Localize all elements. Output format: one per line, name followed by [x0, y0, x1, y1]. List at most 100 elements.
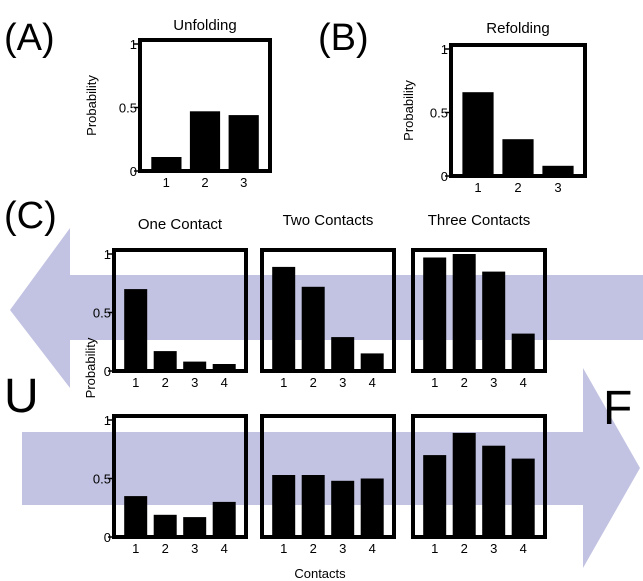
- bar-2: [153, 351, 177, 371]
- y-tick-label: 0.5: [430, 106, 448, 121]
- x-tick-label: 4: [520, 375, 527, 390]
- chart-c-unfold-three: 1 2 3 4 Three Contacts: [411, 212, 547, 390]
- y-tick-label: 0: [104, 530, 111, 545]
- x-tick-label: 4: [520, 541, 527, 556]
- plot-frame: [449, 43, 587, 178]
- panel-label-a: (A): [4, 17, 55, 59]
- bar-2: [189, 111, 221, 171]
- x-tick-label: 4: [221, 541, 228, 556]
- x-tick-label: 1: [280, 541, 287, 556]
- bar-2: [153, 514, 177, 537]
- plot-frame: [411, 414, 547, 539]
- y-tick-label: 0: [441, 169, 448, 184]
- panel-label-b: (B): [318, 17, 369, 59]
- x-tick-label: 2: [514, 180, 521, 195]
- panel-c-y-axis-label: Probability: [83, 337, 98, 398]
- chart-c-refold-one: 1 2 3 4 0 0.5 1: [93, 413, 248, 556]
- bar-2: [301, 286, 325, 371]
- bar-2: [452, 432, 476, 537]
- chart-c-unfold-one: 1 2 3 4 0 0.5 1 One Contact: [93, 216, 248, 390]
- bar-3: [542, 165, 574, 176]
- y-tick-label: 0: [130, 164, 137, 179]
- plot-frame: [112, 248, 248, 373]
- x-tick-label: 4: [369, 375, 376, 390]
- y-tick-label: 0.5: [93, 472, 111, 487]
- bar-1: [272, 266, 296, 371]
- bar-1: [423, 257, 447, 371]
- x-tick-label: 3: [339, 375, 346, 390]
- chart-title: Unfolding: [173, 17, 236, 34]
- x-tick-label: 1: [280, 375, 287, 390]
- x-tick-label: 1: [163, 175, 170, 190]
- x-tick-label: 2: [461, 541, 468, 556]
- plot-frame: [260, 248, 396, 373]
- bar-2: [502, 139, 534, 176]
- x-tick-label: 3: [554, 180, 561, 195]
- bar-3: [482, 445, 506, 537]
- y-axis-label: Probability: [84, 75, 99, 136]
- plot-frame: [138, 38, 272, 173]
- bar-1: [124, 496, 148, 537]
- refolding-arrow-right: [22, 368, 640, 568]
- bar-4: [511, 458, 535, 537]
- chart-c-unfold-two: 1 2 3 4 Two Contacts: [260, 212, 396, 390]
- bar-2: [301, 475, 325, 537]
- x-tick-label: 3: [339, 541, 346, 556]
- plot-frame: [112, 414, 248, 539]
- y-tick-label: 1: [130, 37, 137, 52]
- bar-1: [272, 475, 296, 537]
- y-tick-label: 1: [104, 247, 111, 262]
- bar-4: [212, 364, 236, 371]
- x-tick-label: 3: [490, 375, 497, 390]
- bar-1: [423, 455, 447, 537]
- x-tick-label: 3: [191, 541, 198, 556]
- state-label-u: U: [4, 370, 39, 423]
- x-tick-label: 2: [310, 541, 317, 556]
- chart-title: Three Contacts: [428, 212, 531, 229]
- x-tick-label: 1: [431, 375, 438, 390]
- panel-label-c: (C): [4, 195, 57, 237]
- bar-3: [331, 337, 355, 371]
- bar-4: [360, 353, 384, 371]
- x-tick-label: 2: [461, 375, 468, 390]
- bar-4: [212, 501, 236, 537]
- x-tick-label: 1: [474, 180, 481, 195]
- charts-group: 1 2 3 0 0.5 1 Unfolding Probability 1 2 3 0 0.5 1 Refo…: [84, 17, 587, 581]
- y-tick-label: 0: [104, 364, 111, 379]
- bar-3: [331, 480, 355, 537]
- chart-c-refold-two: 1 2 3 4 Contacts: [260, 414, 396, 581]
- x-tick-label: 1: [431, 541, 438, 556]
- x-tick-label: 4: [221, 375, 228, 390]
- y-axis-label: Probability: [401, 80, 416, 141]
- chart-title: One Contact: [138, 216, 223, 233]
- chart-title: Refolding: [486, 20, 549, 37]
- x-tick-label: 2: [162, 541, 169, 556]
- y-tick-label: 1: [104, 413, 111, 428]
- bar-1: [462, 92, 494, 176]
- bar-4: [511, 333, 535, 371]
- bar-1: [124, 289, 148, 371]
- bar-3: [183, 517, 207, 537]
- chart-title: Two Contacts: [283, 212, 374, 229]
- bar-3: [482, 271, 506, 371]
- x-tick-label: 3: [191, 375, 198, 390]
- chart-a: 1 2 3 0 0.5 1 Unfolding Probability: [84, 17, 272, 190]
- x-tick-label: 1: [132, 375, 139, 390]
- x-tick-label: 2: [310, 375, 317, 390]
- bar-3: [183, 361, 207, 371]
- x-tick-label: 2: [162, 375, 169, 390]
- bar-3: [228, 115, 259, 171]
- bar-4: [360, 478, 384, 537]
- x-axis-label: Contacts: [294, 566, 346, 581]
- plot-frame: [411, 248, 547, 373]
- x-tick-label: 1: [132, 541, 139, 556]
- x-tick-label: 4: [369, 541, 376, 556]
- chart-b: 1 2 3 0 0.5 1 Refolding Probability: [401, 20, 587, 195]
- y-tick-label: 1: [441, 42, 448, 57]
- state-label-f: F: [603, 382, 632, 435]
- unfolding-arrow-left: [10, 228, 643, 388]
- y-tick-label: 0.5: [119, 101, 137, 116]
- x-tick-label: 3: [240, 175, 247, 190]
- plot-frame: [260, 414, 396, 539]
